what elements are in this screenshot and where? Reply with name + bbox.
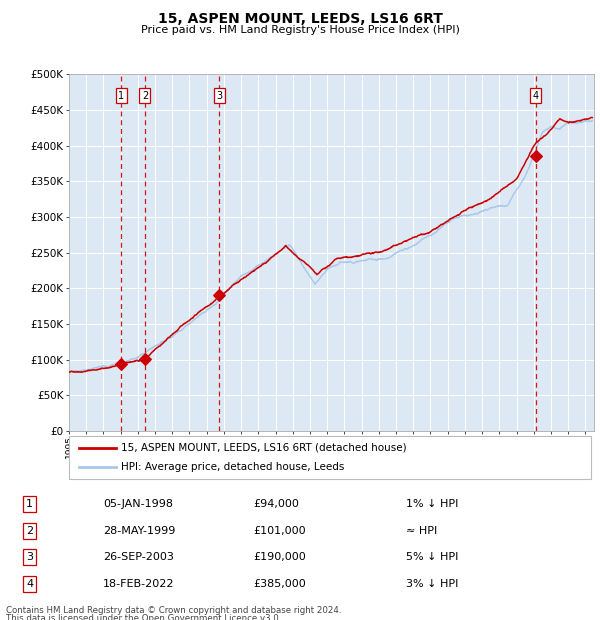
Text: Price paid vs. HM Land Registry's House Price Index (HPI): Price paid vs. HM Land Registry's House … [140, 25, 460, 35]
Text: 3% ↓ HPI: 3% ↓ HPI [406, 579, 458, 589]
Text: 4: 4 [533, 91, 539, 101]
Text: 1% ↓ HPI: 1% ↓ HPI [406, 499, 458, 509]
Text: ≈ HPI: ≈ HPI [406, 526, 437, 536]
Point [531, 151, 541, 161]
Text: 1: 1 [26, 499, 33, 509]
Text: 18-FEB-2022: 18-FEB-2022 [103, 579, 175, 589]
Text: £190,000: £190,000 [253, 552, 306, 562]
Point [116, 359, 126, 369]
Text: 3: 3 [26, 552, 33, 562]
Text: 4: 4 [26, 579, 33, 589]
Point [215, 291, 224, 301]
Text: 28-MAY-1999: 28-MAY-1999 [103, 526, 175, 536]
Text: 3: 3 [217, 91, 223, 101]
FancyBboxPatch shape [69, 436, 591, 479]
Text: 2: 2 [142, 91, 148, 101]
Text: 5% ↓ HPI: 5% ↓ HPI [406, 552, 458, 562]
Text: This data is licensed under the Open Government Licence v3.0.: This data is licensed under the Open Gov… [6, 614, 281, 620]
Text: HPI: Average price, detached house, Leeds: HPI: Average price, detached house, Leed… [121, 463, 344, 472]
Text: 26-SEP-2003: 26-SEP-2003 [103, 552, 174, 562]
Text: £94,000: £94,000 [253, 499, 299, 509]
Text: 05-JAN-1998: 05-JAN-1998 [103, 499, 173, 509]
Text: 15, ASPEN MOUNT, LEEDS, LS16 6RT (detached house): 15, ASPEN MOUNT, LEEDS, LS16 6RT (detach… [121, 443, 407, 453]
Text: 2: 2 [26, 526, 33, 536]
Text: 15, ASPEN MOUNT, LEEDS, LS16 6RT: 15, ASPEN MOUNT, LEEDS, LS16 6RT [158, 12, 442, 27]
Text: £385,000: £385,000 [253, 579, 306, 589]
Text: 1: 1 [118, 91, 124, 101]
Text: £101,000: £101,000 [253, 526, 305, 536]
Point [140, 354, 150, 364]
Text: Contains HM Land Registry data © Crown copyright and database right 2024.: Contains HM Land Registry data © Crown c… [6, 606, 341, 616]
